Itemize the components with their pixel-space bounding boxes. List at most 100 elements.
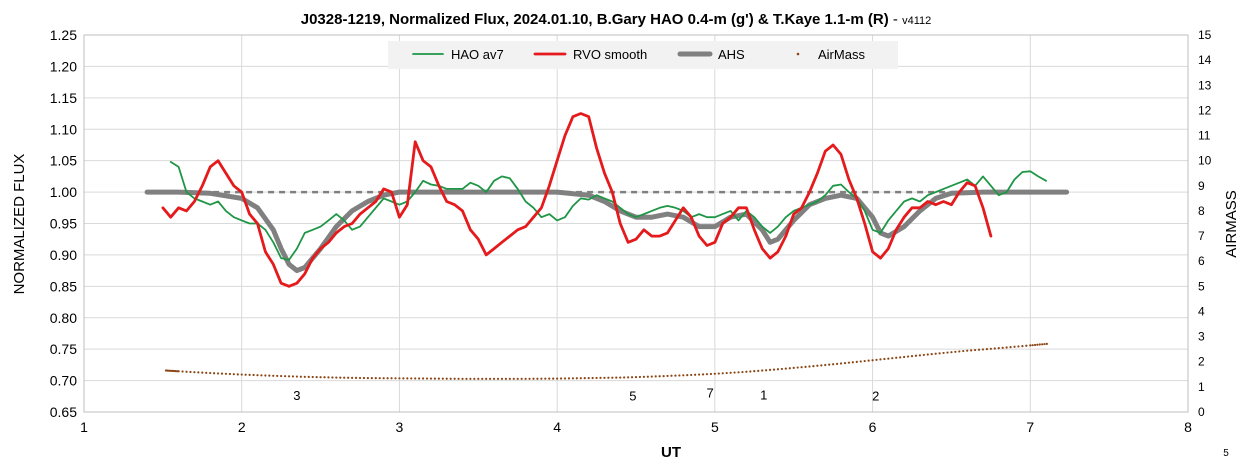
airmass-point: [761, 369, 764, 372]
airmass-point: [611, 376, 614, 379]
airmass-point: [175, 370, 179, 373]
airmass-point: [662, 374, 665, 378]
airmass-point: [469, 377, 472, 380]
airmass-point: [583, 377, 586, 380]
airmass-point: [792, 366, 795, 369]
airmass-point: [291, 375, 295, 378]
y-tick-label: 1.20: [50, 58, 77, 74]
y-tick-label: 0.70: [50, 373, 77, 389]
airmass-point: [768, 368, 772, 372]
airmass-point: [437, 377, 440, 380]
airmass-point: [189, 370, 192, 374]
airmass-point: [776, 368, 780, 371]
airmass-point: [319, 376, 322, 379]
airmass-point: [524, 377, 527, 380]
y2-tick-label: 0: [1198, 405, 1205, 419]
legend: HAO av7 RVO smooth AHS AirMass: [388, 41, 898, 69]
airmass-point: [552, 377, 555, 380]
airmass-point: [705, 373, 709, 376]
y2-tick-label: 14: [1198, 53, 1212, 67]
airmass-point: [567, 377, 571, 380]
airmass-point: [532, 377, 535, 380]
airmass-point: [678, 374, 681, 377]
y2-tick-label: 2: [1198, 355, 1205, 369]
airmass-point: [390, 377, 393, 380]
y2-tick-label: 4: [1198, 304, 1205, 318]
airmass-point: [832, 363, 835, 366]
airmass-point: [461, 377, 464, 380]
airmass-point: [970, 349, 973, 352]
airmass-point: [725, 371, 728, 375]
airmass-point: [272, 374, 275, 377]
airmass-point: [899, 356, 902, 359]
x-tick-label: 3: [396, 419, 404, 435]
airmass-point: [1041, 343, 1044, 346]
airmass-point: [780, 367, 783, 371]
airmass-point: [335, 376, 338, 379]
airmass-point: [386, 377, 389, 380]
airmass-point: [938, 352, 941, 355]
airmass-point: [1029, 344, 1032, 347]
airmass-point: [697, 373, 701, 376]
airmass-points: [164, 342, 1048, 380]
series-line-ahs: [144, 189, 1070, 274]
airmass-point: [654, 375, 657, 378]
airmass-point: [374, 377, 377, 380]
x-axis-label: UT: [661, 444, 681, 461]
airmass-point: [922, 353, 925, 357]
airmass-point: [607, 376, 610, 379]
airmass-point: [512, 377, 515, 380]
airmass-point: [1036, 343, 1039, 346]
annotation-label: 1: [760, 387, 767, 402]
airmass-point: [378, 377, 381, 380]
airmass-point: [477, 377, 480, 380]
airmass-point: [619, 376, 622, 379]
airmass-point: [638, 375, 642, 379]
airmass-point: [1001, 346, 1004, 349]
x-tick-label: 7: [1026, 419, 1034, 435]
airmass-point: [433, 377, 437, 380]
x-tick-label: 2: [238, 419, 246, 435]
airmass-point: [536, 377, 539, 380]
airmass-point: [315, 375, 318, 379]
annotations: 3 5 7 1 2: [293, 386, 879, 404]
x-tick-label: 6: [869, 419, 877, 435]
airmass-point: [177, 370, 180, 373]
y-tick-label: 0.80: [50, 310, 77, 326]
tick-labels: 0.65 0.70 0.75 0.80 0.85 0.90 0.95 1.00 1.05 1.10…: [50, 27, 1212, 435]
airmass-point: [737, 371, 740, 374]
airmass-point: [942, 351, 945, 355]
airmass-point: [485, 377, 488, 380]
y-tick-label: 0.75: [50, 341, 77, 357]
airmass-point: [891, 357, 894, 360]
airmass-point: [847, 361, 851, 364]
airmass-point: [449, 377, 452, 380]
airmass-point: [804, 365, 807, 368]
airmass-point: [1017, 345, 1020, 348]
airmass-point: [765, 369, 768, 372]
airmass-point: [709, 372, 713, 376]
airmass-point: [287, 375, 291, 378]
annotation-label: 7: [707, 386, 714, 401]
airmass-point: [492, 377, 496, 380]
airmass-point: [800, 366, 803, 369]
airmass-point: [571, 377, 575, 380]
airmass-point: [164, 369, 168, 372]
y2-tick-label: 10: [1198, 154, 1212, 168]
airmass-point: [875, 358, 878, 361]
airmass-point: [244, 373, 247, 376]
airmass-point: [863, 359, 866, 363]
airmass-point: [741, 370, 744, 374]
airmass-point: [717, 372, 720, 375]
airmass-point: [516, 377, 519, 380]
airmass-point: [753, 370, 756, 373]
airmass-point: [556, 377, 559, 380]
airmass-point: [453, 377, 456, 380]
airmass-point: [347, 376, 350, 379]
airmass-point: [958, 350, 961, 353]
airmass-point: [548, 377, 551, 380]
airmass-point: [410, 377, 413, 380]
airmass-point: [256, 374, 259, 377]
airmass-point: [500, 377, 504, 380]
x-tick-label: 4: [553, 419, 561, 435]
